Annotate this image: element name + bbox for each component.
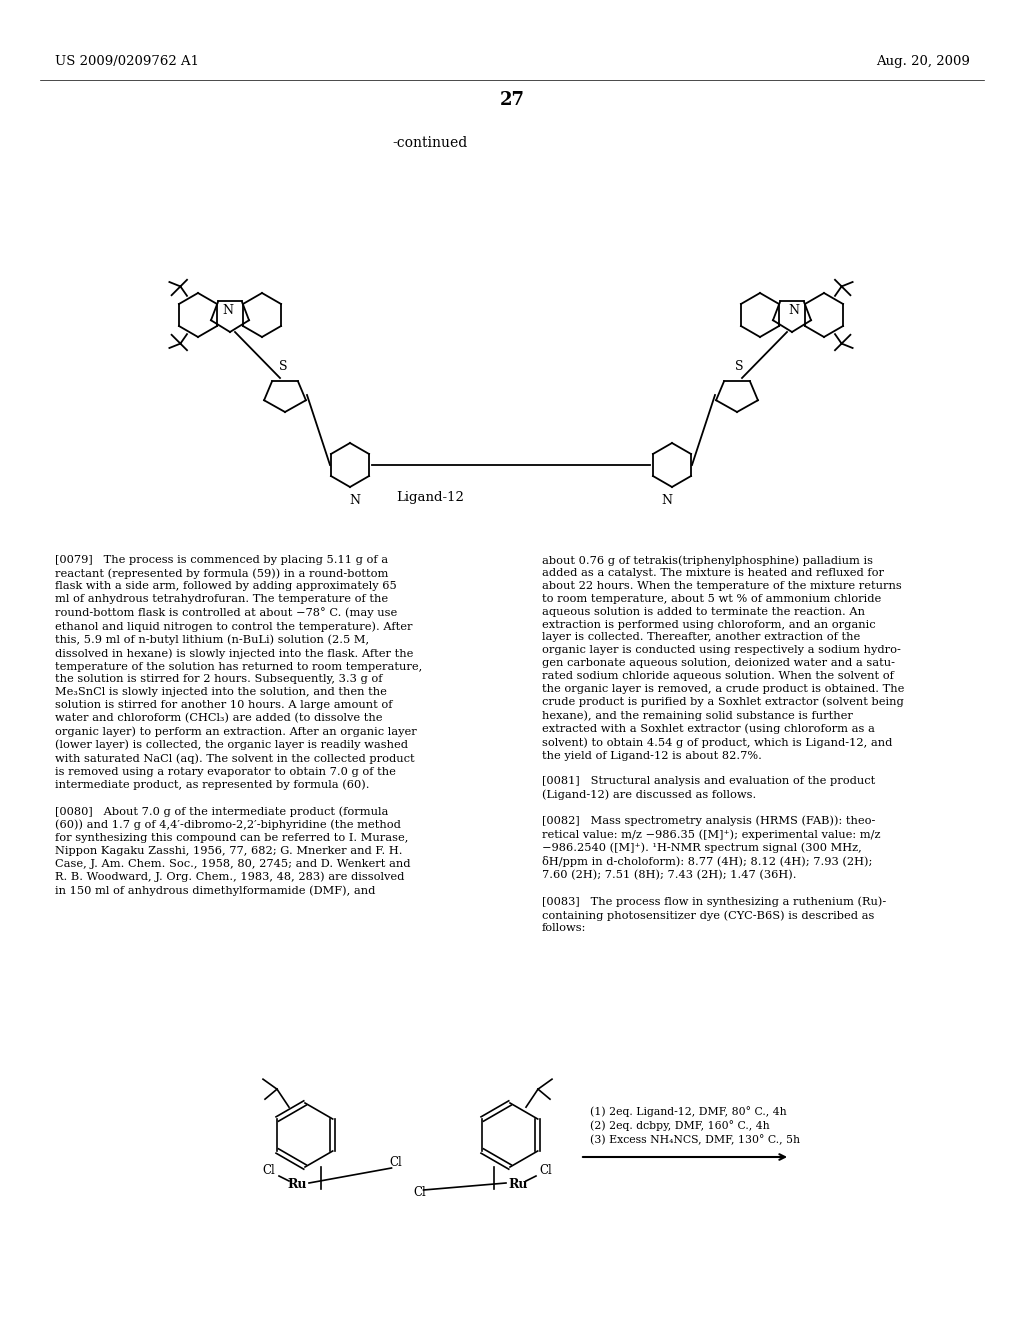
Text: (2) 2eq. dcbpy, DMF, 160° C., 4h: (2) 2eq. dcbpy, DMF, 160° C., 4h: [590, 1121, 770, 1131]
Text: Cl: Cl: [540, 1164, 552, 1177]
Text: Ru: Ru: [288, 1179, 307, 1192]
Text: Cl: Cl: [413, 1187, 426, 1200]
Text: [0079]   The process is commenced by placing 5.11 g of a
reactant (represented b: [0079] The process is commenced by placi…: [55, 554, 422, 896]
Text: -continued: -continued: [392, 136, 468, 150]
Text: Ru: Ru: [508, 1179, 527, 1192]
Text: US 2009/0209762 A1: US 2009/0209762 A1: [55, 55, 199, 69]
Text: N: N: [788, 305, 800, 318]
Text: S: S: [735, 360, 743, 374]
Text: (1) 2eq. Ligand-12, DMF, 80° C., 4h: (1) 2eq. Ligand-12, DMF, 80° C., 4h: [590, 1106, 786, 1117]
Text: Cl: Cl: [389, 1156, 401, 1170]
Text: N: N: [349, 494, 360, 507]
Text: Ligand-12: Ligand-12: [396, 491, 464, 504]
Text: (3) Excess NH₄NCS, DMF, 130° C., 5h: (3) Excess NH₄NCS, DMF, 130° C., 5h: [590, 1134, 800, 1144]
Text: 27: 27: [500, 91, 524, 110]
Text: N: N: [662, 494, 673, 507]
Text: Cl: Cl: [262, 1164, 275, 1177]
Text: N: N: [222, 305, 233, 318]
Text: S: S: [279, 360, 288, 374]
Text: Aug. 20, 2009: Aug. 20, 2009: [877, 55, 970, 69]
Text: about 0.76 g of tetrakis(triphenylphosphine) palladium is
added as a catalyst. T: about 0.76 g of tetrakis(triphenylphosph…: [542, 554, 904, 933]
